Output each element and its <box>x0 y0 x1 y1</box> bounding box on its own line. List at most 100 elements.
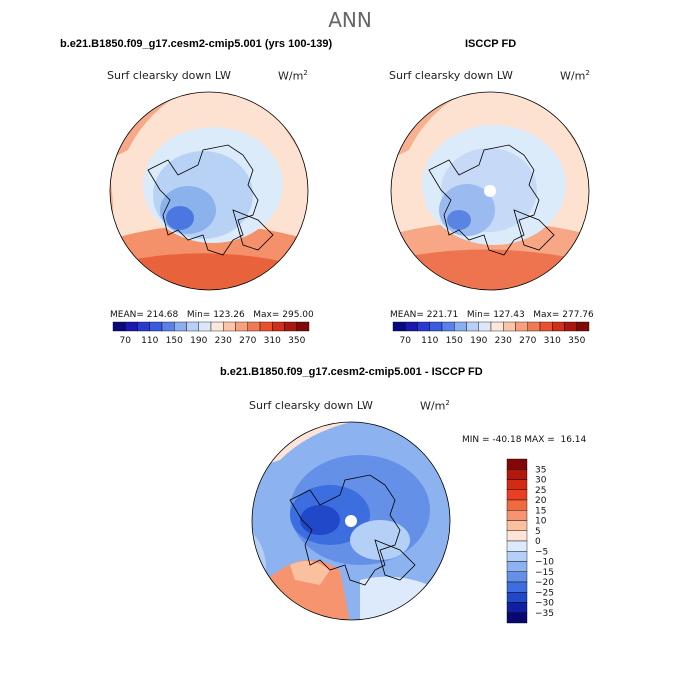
colorbar-swatch <box>506 530 528 542</box>
colorbar-tick-label: −5 <box>535 547 548 557</box>
page-title: ANN <box>328 8 372 32</box>
colorbar-tick-label: 15 <box>535 506 546 516</box>
colorbar-swatch <box>259 321 273 332</box>
top-left-units-label: W/m2 <box>278 69 308 83</box>
colorbar-swatch <box>235 321 248 332</box>
colorbar-tick-label: 35 <box>535 465 546 475</box>
colorbar-swatch <box>161 321 175 332</box>
bottom-polar-map <box>251 421 451 621</box>
coastline <box>147 144 259 256</box>
bottom-case-title: b.e21.B1850.f09_g17.cesm2-cmip5.001 - IS… <box>220 366 483 378</box>
colorbar-tick-label: 270 <box>239 336 256 346</box>
colorbar-tick-label: −25 <box>535 588 554 598</box>
colorbar-swatch <box>506 561 528 572</box>
top-left-variable-label: Surf clearsky down LW <box>107 69 231 82</box>
colorbar-swatch <box>506 469 528 480</box>
colorbar-swatch <box>506 551 528 562</box>
colorbar-swatch <box>478 321 492 332</box>
colorbar-swatch <box>272 321 285 332</box>
colorbar-tick-label: −10 <box>535 558 554 568</box>
top-right-polar-map <box>390 91 590 291</box>
colorbar-swatch <box>392 321 406 332</box>
colorbar-tick-label: −15 <box>535 568 554 578</box>
colorbar-tick-label: 150 <box>166 336 183 346</box>
colorbar-swatch <box>506 520 528 531</box>
colorbar-swatch <box>112 321 126 332</box>
bottom-variable-label: Surf clearsky down LW <box>249 399 373 412</box>
colorbar-swatch <box>137 321 150 332</box>
colorbar-swatch <box>506 479 528 490</box>
colorbar-tick-label: 350 <box>568 336 585 346</box>
colorbar-tick-label: 190 <box>190 336 207 346</box>
colorbar-tick-label: 0 <box>535 537 541 547</box>
colorbar-swatch <box>506 602 528 613</box>
colorbar-swatch <box>223 321 236 332</box>
colorbar-tick-label: −20 <box>535 578 554 588</box>
colorbar-tick-label: 70 <box>400 336 412 346</box>
top-left-polar-map <box>109 91 309 291</box>
top-right-variable-label: Surf clearsky down LW <box>389 69 513 82</box>
bottom-units-label: W/m2 <box>420 399 450 413</box>
colorbar-tick-label: 5 <box>535 527 541 537</box>
colorbar-tick-label: 20 <box>535 496 547 506</box>
cold-region <box>166 206 194 230</box>
colorbar-swatch <box>490 321 504 332</box>
colorbar-swatch <box>506 581 528 593</box>
colorbar-swatch <box>515 321 528 332</box>
colorbar-tick-label: 110 <box>421 336 438 346</box>
colorbar-swatch <box>506 458 528 470</box>
colorbar-swatch <box>506 499 528 511</box>
colorbar-swatch <box>564 321 577 332</box>
top-left-stats: MEAN= 214.68 Min= 123.26 Max= 295.00 <box>110 310 314 320</box>
colorbar-swatch <box>576 321 590 332</box>
colorbar-swatch <box>506 571 528 583</box>
colorbar-swatch <box>539 321 553 332</box>
colorbar-tick-label: 310 <box>544 336 561 346</box>
bottom-stats: MIN = -40.18 MAX = 16.14 <box>462 435 587 445</box>
colorbar-tick-label: 10 <box>535 517 547 527</box>
top-right-colorbar: 70 110 150 190 230 270 310 350 <box>392 321 590 346</box>
colorbar-swatch <box>506 489 528 501</box>
colorbar-tick-label: 25 <box>535 486 546 496</box>
colorbar-swatch <box>284 321 297 332</box>
colorbar-tick-label: 310 <box>264 336 281 346</box>
colorbar-tick-label: 30 <box>535 476 547 486</box>
top-left-colorbar: 70 110 150 190 230 270 310 350 <box>112 321 310 346</box>
colorbar-tick-label: −35 <box>535 609 554 619</box>
colorbar-swatch <box>506 510 528 521</box>
colorbar-swatch <box>454 321 467 332</box>
colorbar-swatch <box>247 321 261 332</box>
colorbar-swatch <box>198 321 212 332</box>
top-right-stats: MEAN= 221.71 Min= 127.43 Max= 277.76 <box>390 310 594 320</box>
colorbar-tick-label: 70 <box>120 336 132 346</box>
colorbar-tick-label: 230 <box>215 336 232 346</box>
colorbar-tick-label: 190 <box>470 336 487 346</box>
colorbar-swatch <box>405 321 418 332</box>
top-left-case-title: b.e21.B1850.f09_g17.cesm2-cmip5.001 (yrs… <box>60 38 333 50</box>
top-right-units-label: W/m2 <box>560 69 590 83</box>
colorbar-swatch <box>506 612 528 624</box>
colorbar-swatch <box>506 592 528 603</box>
colorbar-swatch <box>466 321 479 332</box>
colorbar-tick-label: 230 <box>495 336 512 346</box>
colorbar-tick-label: −30 <box>535 599 554 609</box>
top-right-case-title: ISCCP FD <box>465 38 517 50</box>
colorbar-swatch <box>417 321 430 332</box>
coastline <box>232 209 274 251</box>
colorbar-swatch <box>506 540 528 552</box>
colorbar-tick-label: 270 <box>519 336 536 346</box>
colorbar-swatch <box>429 321 443 332</box>
colorbar-swatch <box>503 321 516 332</box>
colorbar-tick-label: 150 <box>446 336 463 346</box>
colorbar-swatch <box>186 321 199 332</box>
colorbar-swatch <box>441 321 455 332</box>
colorbar-swatch <box>210 321 224 332</box>
colorbar-tick-label: 110 <box>141 336 158 346</box>
colorbar-swatch <box>296 321 310 332</box>
colorbar-swatch <box>174 321 187 332</box>
colorbar-swatch <box>552 321 565 332</box>
colorbar-swatch <box>149 321 163 332</box>
colorbar-swatch <box>125 321 138 332</box>
colorbar-swatch <box>527 321 541 332</box>
